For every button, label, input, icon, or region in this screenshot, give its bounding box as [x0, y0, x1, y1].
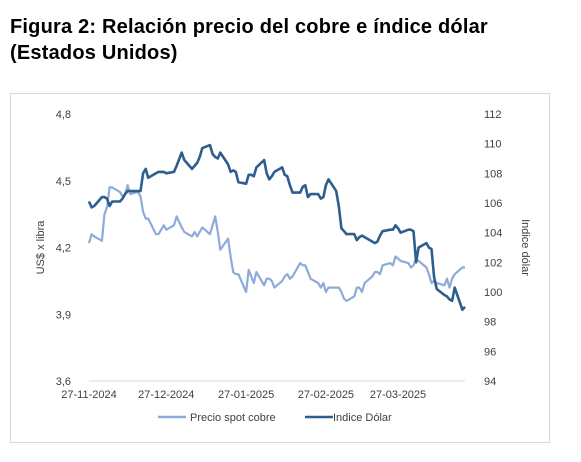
right-tick-label: 102 — [484, 257, 502, 269]
line-chart: 3,6 3,9 4,2 4,5 4,8 94 96 98 100 102 104 106 108 110… — [35, 109, 531, 424]
x-tick-label: 27-11-2024 — [61, 389, 116, 401]
right-tick-label: 108 — [484, 168, 502, 180]
right-tick-label: 110 — [484, 139, 502, 151]
chart-container: 3,6 3,9 4,2 4,5 4,8 94 96 98 100 102 104 106 108 110… — [10, 93, 550, 443]
x-tick-label: 27-02-2025 — [298, 389, 354, 401]
x-tick-label: 27-01-2025 — [218, 389, 274, 401]
legend-label: Indice Dólar — [333, 412, 392, 424]
right-tick-label: 106 — [484, 198, 502, 210]
left-tick-label: 3,9 — [56, 309, 71, 321]
right-tick-label: 96 — [484, 346, 496, 358]
left-tick-label: 3,6 — [56, 376, 71, 388]
right-tick-label: 94 — [484, 376, 496, 388]
legend-label: Precio spot cobre — [190, 412, 276, 424]
left-tick-label: 4,8 — [56, 109, 71, 121]
x-axis-ticks: 27-11-2024 27-12-2024 27-01-2025 27-02-2025… — [61, 389, 426, 401]
left-tick-label: 4,2 — [56, 243, 71, 255]
series-line-dollar-index — [87, 143, 466, 312]
figure-title: Figura 2: Relación precio del cobre e ín… — [10, 16, 488, 64]
right-tick-label: 112 — [484, 109, 502, 121]
left-axis-title: US$ x libra — [35, 220, 47, 275]
left-axis-ticks: 3,6 3,9 4,2 4,5 4,8 — [56, 109, 71, 388]
right-axis-title: Indice dólar — [519, 219, 531, 276]
right-axis-ticks: 94 96 98 100 102 104 106 108 110 112 — [484, 109, 502, 388]
left-tick-label: 4,5 — [56, 176, 71, 188]
series-line-copper — [87, 184, 465, 302]
legend: Precio spot cobre Indice Dólar — [158, 412, 392, 424]
right-tick-label: 98 — [484, 317, 496, 329]
x-tick-label: 27-12-2024 — [138, 389, 194, 401]
x-tick-label: 27-03-2025 — [370, 389, 426, 401]
right-tick-label: 100 — [484, 287, 502, 299]
right-tick-label: 104 — [484, 228, 502, 240]
series-lines — [87, 143, 466, 312]
